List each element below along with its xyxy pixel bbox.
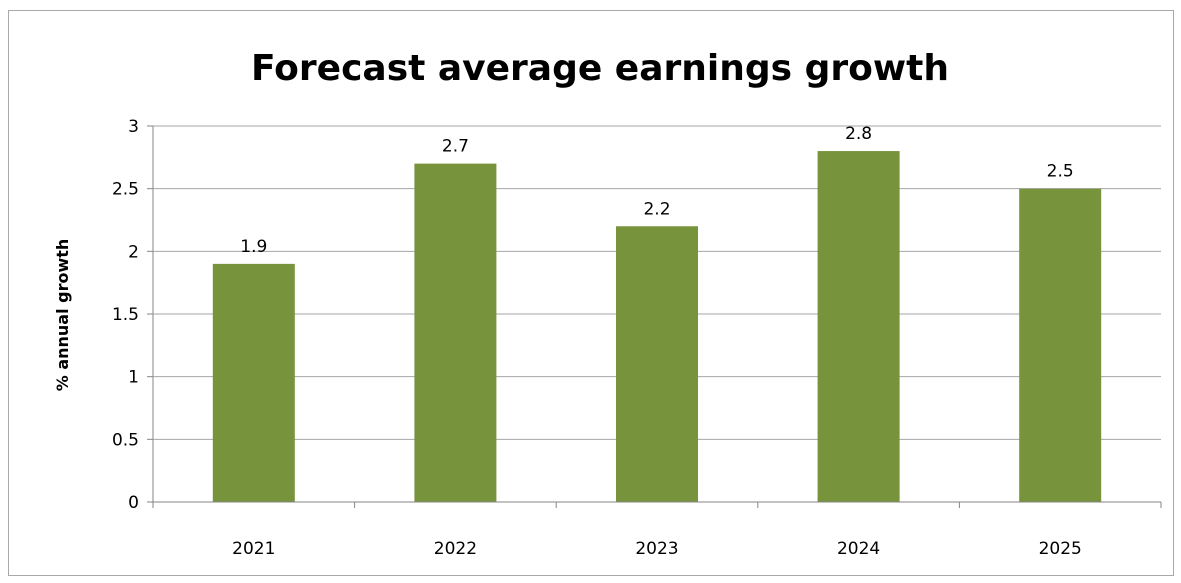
x-tick-label: 2022 [434, 539, 477, 559]
y-tick-label: 1.5 [112, 305, 139, 325]
data-label: 1.9 [240, 237, 267, 257]
y-tick-label: 0 [128, 493, 139, 513]
y-tick-label: 2.5 [112, 180, 139, 200]
y-tick-label: 1 [128, 368, 139, 388]
bars [212, 151, 1102, 503]
y-tick-label: 0.5 [112, 430, 139, 450]
bar-2025 [1019, 188, 1102, 502]
chart-frame: Forecast average earnings growth 0 0.5 1 1.… [8, 10, 1174, 576]
data-label: 2.7 [442, 137, 469, 157]
x-axis-ticks: 2021 2022 2023 2024 2025 [232, 539, 1082, 559]
chart-title: Forecast average earnings growth [251, 48, 949, 89]
y-axis-ticks: 0 0.5 1 1.5 2 2.5 3 [112, 117, 153, 513]
bar-2024 [817, 151, 900, 503]
x-tick-label: 2021 [232, 539, 275, 559]
data-label: 2.5 [1047, 162, 1074, 182]
y-tick-label: 3 [128, 117, 139, 137]
bar-chart: Forecast average earnings growth 0 0.5 1 1.… [53, 48, 1162, 559]
bar-2021 [212, 263, 295, 502]
data-labels: 1.9 2.7 2.2 2.8 2.5 [240, 124, 1073, 257]
bar-2022 [414, 163, 497, 502]
x-tick-label: 2023 [635, 539, 678, 559]
y-axis-title: % annual growth [53, 239, 72, 392]
x-axis [152, 501, 1162, 508]
data-label: 2.8 [845, 124, 872, 144]
y-tick-label: 2 [128, 242, 139, 262]
bar-2023 [616, 226, 698, 502]
x-tick-label: 2024 [837, 539, 880, 559]
data-label: 2.2 [643, 199, 670, 219]
x-tick-label: 2025 [1039, 539, 1082, 559]
